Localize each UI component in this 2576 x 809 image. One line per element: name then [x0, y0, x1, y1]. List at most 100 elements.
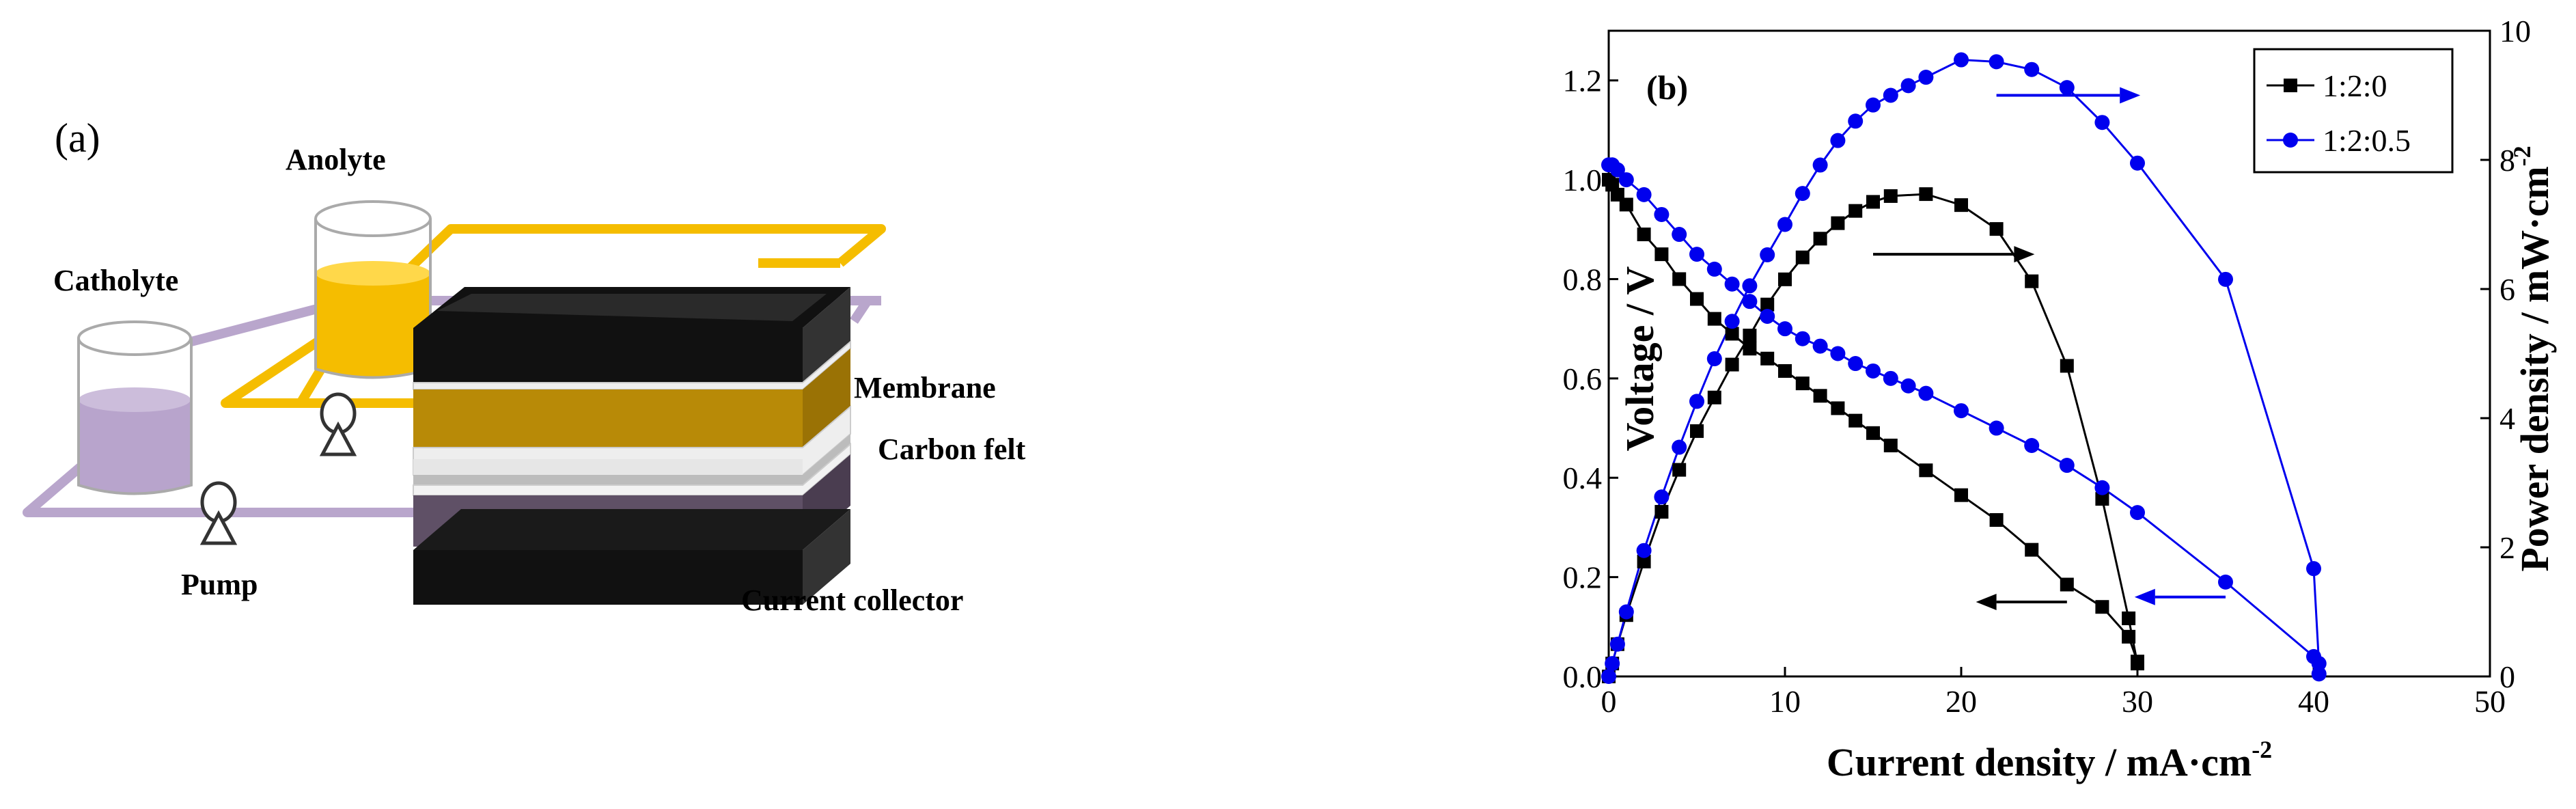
- point-1-2-0-power: [2060, 359, 2074, 373]
- point-1-2-0-power: [1654, 505, 1669, 519]
- point-1-2-0-5-polarization: [1618, 172, 1634, 188]
- series-1-2-0-polarization-line: [1607, 179, 2139, 662]
- point-1-2-0-polarization: [1954, 488, 1968, 502]
- point-1-2-0-5-power: [2218, 271, 2233, 287]
- point-1-2-0-5-polarization: [1900, 378, 1916, 394]
- y-tick-label: 0.6: [1563, 361, 1603, 396]
- point-1-2-0-5-polarization: [1777, 321, 1792, 337]
- y2-axis-ticks: 0 2 4 6 8 10: [2480, 14, 2531, 694]
- point-1-2-0-power: [2122, 611, 2136, 625]
- y-axis-title: Voltage / V: [1618, 266, 1662, 452]
- y2-tick-label: 0: [2499, 659, 2515, 694]
- x-axis-ticks: 0 10 20 30 40 50: [1601, 667, 2506, 719]
- point-1-2-0-5-power: [1689, 394, 1704, 409]
- point-1-2-0-power: [1831, 216, 1845, 230]
- point-1-2-0-5-power: [1812, 157, 1828, 173]
- indicator-arrow-head: [1976, 593, 1997, 610]
- point-1-2-0-power: [1813, 232, 1827, 246]
- y2-tick-label: 6: [2499, 272, 2515, 307]
- point-1-2-0-5-power: [1918, 70, 1934, 85]
- point-1-2-0-polarization: [1619, 197, 1633, 212]
- pump-anolyte: [319, 392, 357, 456]
- y2-axis-title: Power density / mW·cm-2: [2508, 146, 2557, 571]
- point-1-2-0-power: [1760, 297, 1775, 312]
- point-1-2-0-5-power: [1672, 439, 1687, 455]
- legend-marker: [2284, 79, 2297, 92]
- point-1-2-0-5-power: [1866, 97, 1881, 113]
- y-axis-ticks: 0.0 0.2 0.4 0.6 0.8 1.0 1.2: [1563, 64, 1618, 694]
- point-1-2-0-5-power: [2059, 80, 2075, 96]
- y2-tick-label: 2: [2499, 530, 2515, 565]
- point-1-2-0-polarization: [2122, 629, 2136, 644]
- point-1-2-0-5-polarization: [1689, 247, 1704, 262]
- y-tick-label: 0.4: [1563, 461, 1603, 495]
- point-1-2-0-5-polarization: [1866, 363, 1881, 379]
- point-1-2-0-5-polarization: [1918, 385, 1934, 401]
- point-1-2-0-polarization: [1672, 272, 1687, 286]
- y2-tick-label: 4: [2499, 401, 2515, 436]
- anolyte-label: Anolyte: [286, 143, 386, 176]
- series-markers: [1601, 52, 2327, 684]
- point-1-2-0-5-power: [1609, 636, 1625, 652]
- point-1-2-0-5-polarization: [1989, 420, 2004, 436]
- point-1-2-0-5-power: [1848, 113, 1864, 129]
- current-collector-bottom: [413, 509, 850, 605]
- point-1-2-0-polarization: [2025, 543, 2039, 557]
- point-1-2-0-power: [1778, 272, 1792, 286]
- point-1-2-0-5-polarization: [2024, 437, 2040, 453]
- x-tick-label: 40: [2298, 684, 2329, 719]
- point-1-2-0-5-polarization: [2059, 458, 2075, 474]
- series-lines: [1607, 58, 2321, 677]
- axis-indicator-arrows: [1873, 87, 2226, 610]
- point-1-2-0-5-power: [1706, 351, 1722, 367]
- point-1-2-0-power: [1866, 195, 1880, 209]
- point-1-2-0-power: [1883, 189, 1898, 203]
- point-1-2-0-polarization: [1813, 389, 1827, 403]
- point-1-2-0-5-power: [1636, 543, 1652, 558]
- x-tick-label: 0: [1601, 684, 1617, 719]
- x-tick-label: 30: [2122, 684, 2153, 719]
- point-1-2-0-5-power: [1954, 52, 1969, 68]
- anolyte-reservoir: [314, 200, 432, 379]
- point-1-2-0-polarization: [1848, 413, 1863, 428]
- indicator-arrow-head: [2134, 588, 2155, 605]
- pump-catholyte: [199, 481, 238, 545]
- point-1-2-0-power: [2131, 657, 2144, 671]
- point-1-2-0-power: [1919, 187, 1933, 202]
- point-1-2-0-5-polarization: [1706, 261, 1722, 277]
- point-1-2-0-polarization: [1989, 513, 2004, 527]
- x-tick-label: 10: [1769, 684, 1801, 719]
- point-1-2-0-polarization: [2060, 577, 2074, 592]
- point-1-2-0-power: [1795, 250, 1810, 264]
- point-1-2-0-5-power: [1654, 489, 1670, 505]
- point-1-2-0-polarization: [1778, 364, 1792, 378]
- point-1-2-0-5-power: [1900, 78, 1916, 94]
- point-1-2-0-5-polarization: [1795, 331, 1810, 346]
- current-collector-label: Current collector: [741, 584, 963, 617]
- point-1-2-0-polarization: [2095, 600, 2109, 614]
- y2-tick-label: 10: [2499, 14, 2531, 49]
- indicator-arrow-head: [2120, 87, 2141, 104]
- point-1-2-0-polarization: [1654, 247, 1669, 262]
- point-1-2-0-5-power: [1724, 314, 1740, 329]
- point-1-2-0-5-power: [1795, 186, 1810, 202]
- x-axis-title: Current density / mA·cm-2: [1827, 736, 2272, 784]
- point-1-2-0-5-power: [1760, 247, 1775, 262]
- point-1-2-0-polarization: [1883, 438, 1898, 452]
- carbon-felt-label: Carbon felt: [878, 433, 1026, 466]
- catholyte-label: Catholyte: [53, 264, 178, 297]
- point-1-2-0-power: [1848, 204, 1863, 218]
- point-1-2-0-polarization: [1743, 342, 1757, 356]
- panel-a-label: (a): [55, 115, 100, 161]
- point-1-2-0-5-polarization: [1760, 308, 1775, 324]
- point-1-2-0-5-polarization: [1883, 370, 1898, 386]
- point-1-2-0-power: [2095, 492, 2109, 506]
- point-1-2-0-5-power: [2130, 155, 2145, 171]
- point-1-2-0-power: [2025, 274, 2039, 288]
- catholyte-reservoir: [77, 320, 193, 495]
- point-1-2-0-5-polarization: [2094, 480, 2110, 495]
- point-1-2-0-polarization: [1866, 426, 1880, 440]
- point-1-2-0-5-power: [1605, 656, 1620, 672]
- legend-label: 1:2:0.5: [2323, 123, 2411, 158]
